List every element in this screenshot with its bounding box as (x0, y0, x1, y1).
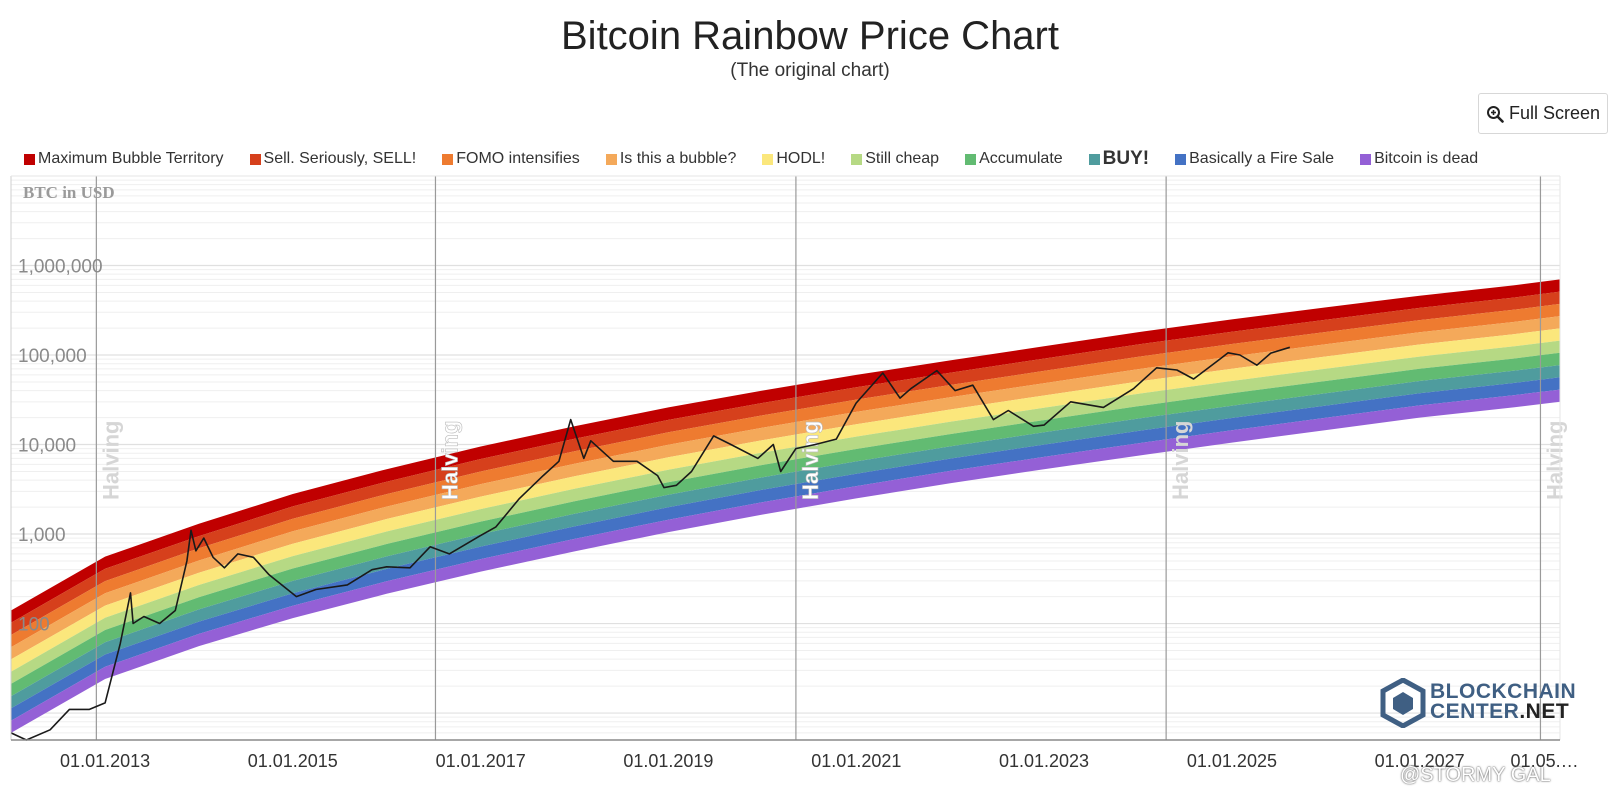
legend-item[interactable]: Basically a Fire Sale (1175, 150, 1334, 168)
halving-label: Halving (1168, 421, 1193, 500)
legend-swatch (851, 153, 863, 165)
legend-item[interactable]: Is this a bubble? (605, 150, 737, 168)
legend-label: Still cheap (865, 150, 940, 167)
blockchaincenter-logo: BLOCKCHAIN CENTER.NET (1380, 678, 1580, 734)
x-tick-label: 01.01.2019 (623, 751, 713, 771)
x-tick-label: 01.01.2013 (60, 751, 150, 771)
x-tick-label: 01.01.2025 (1187, 751, 1277, 771)
legend-label: Basically a Fire Sale (1189, 150, 1335, 167)
halving-label: Halving (98, 421, 123, 500)
legend-label: Accumulate (979, 150, 1063, 167)
halving-label: Halving (437, 421, 462, 500)
x-tick-label: 01.01.2027 (1375, 751, 1465, 771)
legend-item[interactable]: Sell. Seriously, SELL! (249, 150, 417, 168)
halving-label: Halving (798, 421, 823, 500)
legend-swatch (605, 153, 617, 165)
legend-label: Maximum Bubble Territory (38, 150, 224, 167)
y-axis-title: BTC in USD (23, 183, 115, 202)
legend-swatch (1360, 153, 1372, 165)
logo-line-1: BLOCKCHAIN (1430, 680, 1577, 703)
y-tick-label: 1,000,000 (18, 257, 103, 278)
legend-swatch (965, 153, 977, 165)
legend-item[interactable]: Maximum Bubble Territory (24, 150, 224, 168)
chart-title: Bitcoin Rainbow Price Chart (561, 14, 1059, 58)
y-tick-label: 1,000 (18, 525, 66, 546)
logo-text: BLOCKCHAIN CENTER.NET (1430, 680, 1577, 723)
full-screen-label: Full Screen (1508, 103, 1601, 123)
chart-subtitle: (The original chart) (730, 60, 890, 81)
legend-item[interactable]: FOMO intensifies (442, 150, 580, 168)
legend-swatch (1175, 153, 1187, 165)
y-tick-label: 100,000 (18, 346, 87, 367)
watermark: @STORMY GAL (1400, 764, 1551, 786)
legend-label: Sell. Seriously, SELL! (263, 150, 417, 167)
legend-label: HODL! (776, 150, 826, 167)
y-tick-label: 100 (18, 615, 50, 636)
legend-swatch (249, 153, 261, 165)
legend-label: BUY! (1102, 148, 1150, 169)
legend-item[interactable]: HODL! (762, 150, 825, 168)
x-tick-label: 01.01.2023 (999, 751, 1089, 771)
legend-swatch (1088, 153, 1100, 165)
x-tick-label: 01.01.2017 (436, 751, 526, 771)
logo-line-2: CENTER (1430, 700, 1520, 723)
full-screen-button[interactable]: Full Screen (1478, 93, 1608, 134)
x-tick-label: 01.01.2015 (248, 751, 338, 771)
legend-label: Bitcoin is dead (1374, 150, 1479, 167)
legend-swatch (442, 153, 454, 165)
zoom-in-icon (1486, 105, 1504, 123)
logo-line-2-suffix: .NET (1519, 700, 1570, 723)
x-tick-label: 01.01.2021 (811, 751, 901, 771)
x-tick-label: 01.05.… (1511, 751, 1579, 771)
legend-item[interactable]: Accumulate (965, 150, 1063, 168)
legend-item[interactable]: Still cheap (851, 150, 939, 168)
legend-item[interactable]: Bitcoin is dead (1360, 150, 1478, 168)
y-tick-label: 10,000 (18, 436, 76, 457)
legend-label: FOMO intensifies (456, 150, 580, 167)
legend-swatch (24, 153, 35, 165)
legend-swatch (762, 153, 774, 165)
btc-price-line (10, 346, 1291, 741)
chart-legend: Maximum Bubble Territory Sell. Seriously,… (24, 148, 1478, 170)
legend-item[interactable]: BUY! (1088, 148, 1150, 170)
legend-label: Is this a bubble? (619, 150, 737, 167)
halving-label: Halving (1542, 421, 1567, 500)
